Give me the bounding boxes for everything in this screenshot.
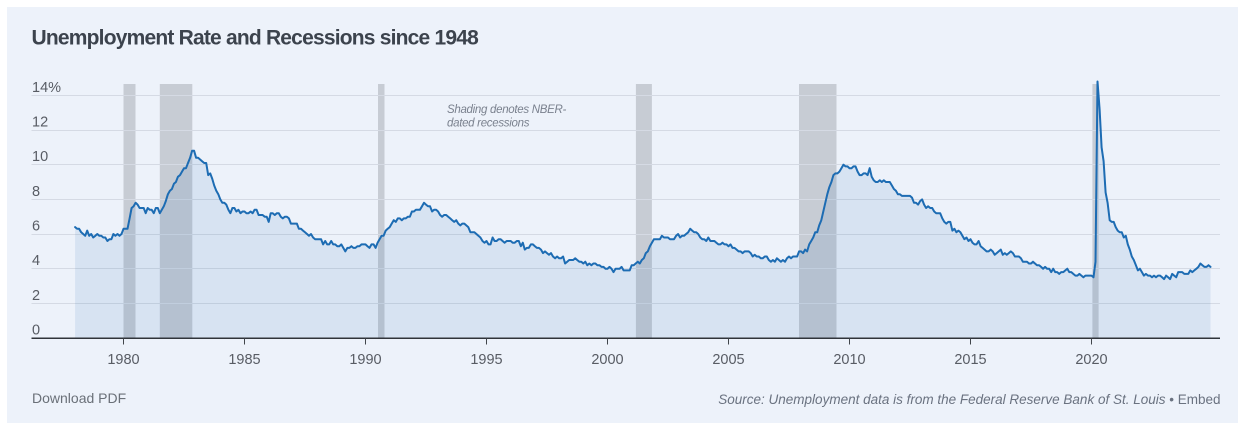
- svg-text:1985: 1985: [228, 352, 260, 368]
- svg-text:dated recessions: dated recessions: [447, 118, 530, 130]
- svg-text:14%: 14%: [32, 80, 61, 96]
- svg-text:0: 0: [32, 323, 40, 339]
- svg-text:2005: 2005: [712, 352, 744, 368]
- svg-text:2010: 2010: [833, 352, 865, 368]
- svg-text:Shading denotes NBER-: Shading denotes NBER-: [447, 104, 566, 116]
- svg-text:1995: 1995: [470, 352, 502, 368]
- svg-text:10: 10: [32, 149, 48, 165]
- svg-text:2020: 2020: [1075, 352, 1107, 368]
- svg-text:2015: 2015: [954, 352, 986, 368]
- svg-text:2000: 2000: [591, 352, 623, 368]
- svg-text:Download PDF: Download PDF: [32, 390, 126, 406]
- svg-text:2: 2: [32, 288, 40, 304]
- svg-text:4: 4: [32, 253, 40, 269]
- svg-text:1980: 1980: [107, 352, 139, 368]
- svg-text:Unemployment Rate and Recessio: Unemployment Rate and Recessions since 1…: [32, 27, 480, 50]
- svg-text:12: 12: [32, 115, 48, 131]
- svg-text:6: 6: [32, 219, 40, 235]
- svg-text:Source: Unemployment data is f: Source: Unemployment data is from the Fe…: [718, 392, 1220, 407]
- svg-text:8: 8: [32, 184, 40, 200]
- svg-text:1990: 1990: [349, 352, 381, 368]
